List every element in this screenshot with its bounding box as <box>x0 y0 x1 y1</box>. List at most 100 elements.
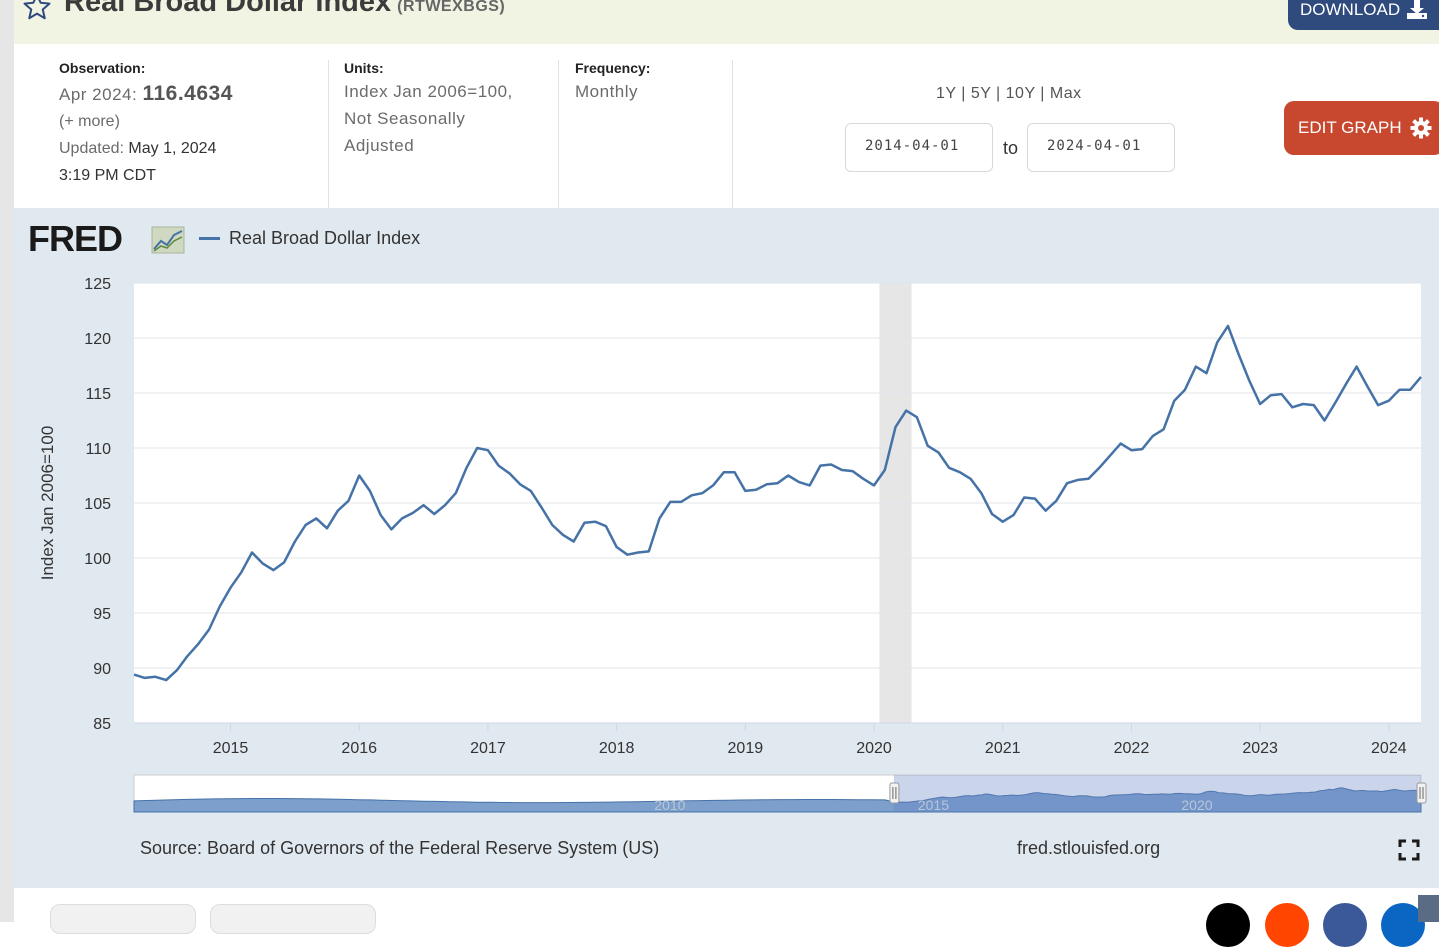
units-block: Units: Index Jan 2006=100, Not Seasonall… <box>344 60 513 159</box>
end-date-input[interactable]: 2024-04-01 <box>1027 123 1175 172</box>
legend-label: Real Broad Dollar Index <box>229 228 421 248</box>
source-text: Source: Board of Governors of the Federa… <box>140 838 660 858</box>
account-tools-button[interactable] <box>210 904 376 934</box>
star-icon[interactable] <box>22 0 52 22</box>
data-point <box>637 551 639 553</box>
scroll-top-button[interactable] <box>1418 895 1439 922</box>
data-point <box>1366 385 1368 387</box>
x-tick-label: 2024 <box>1371 740 1407 757</box>
data-point <box>723 471 725 473</box>
data-point <box>744 490 746 492</box>
data-point <box>508 472 510 474</box>
data-point <box>294 540 296 542</box>
data-point <box>369 490 371 492</box>
units-line-3: Adjusted <box>344 136 415 155</box>
y-tick-label: 100 <box>84 551 111 568</box>
x-share-icon[interactable] <box>1206 903 1250 947</box>
data-point <box>959 471 961 473</box>
data-point <box>798 481 800 483</box>
data-point <box>819 464 821 466</box>
data-point <box>605 525 607 527</box>
updated-time: 3:19 PM CDT <box>59 167 156 184</box>
reddit-share-icon[interactable] <box>1265 903 1309 947</box>
navigator-handle[interactable] <box>889 782 900 804</box>
download-icon <box>1407 0 1428 19</box>
data-point <box>1259 403 1261 405</box>
data-point <box>412 512 414 514</box>
data-point <box>1388 400 1390 402</box>
navigator-label: 2015 <box>918 797 949 813</box>
to-label: to <box>1003 138 1019 158</box>
data-point <box>691 494 693 496</box>
meta-divider <box>732 60 733 208</box>
data-point <box>1130 449 1132 451</box>
edit-graph-label: EDIT GRAPH <box>1298 118 1402 137</box>
data-point <box>916 416 918 418</box>
fred-logo-text: FRED <box>28 219 122 259</box>
navigator-handle[interactable] <box>1416 782 1427 804</box>
data-point <box>251 551 253 553</box>
data-point <box>1002 521 1004 523</box>
data-point <box>1248 380 1250 382</box>
fred-logo[interactable]: FRED <box>28 218 188 264</box>
range-10y-link[interactable]: 10Y <box>1005 85 1036 102</box>
legend-swatch <box>199 237 220 240</box>
data-point <box>133 673 135 675</box>
data-point <box>1087 478 1089 480</box>
data-point <box>573 540 575 542</box>
meta-divider <box>558 60 559 208</box>
fullscreen-icon[interactable] <box>1398 839 1420 861</box>
data-point <box>240 571 242 573</box>
data-point <box>497 464 499 466</box>
start-date-input[interactable]: 2014-04-01 <box>845 123 993 172</box>
series-title: Real Broad Dollar Index <box>64 0 392 18</box>
fred-url-link[interactable]: fred.stlouisfed.org <box>1017 838 1161 858</box>
range-1y-link[interactable]: 1Y <box>936 85 957 102</box>
updated-line: Updated: May 1, 2024 <box>59 135 233 162</box>
data-point <box>648 550 650 552</box>
y-tick-label: 90 <box>93 661 111 678</box>
data-point <box>315 517 317 519</box>
data-point <box>755 489 757 491</box>
navigator-selection <box>893 775 1421 812</box>
data-point <box>905 409 907 411</box>
data-point <box>433 513 435 515</box>
x-tick-label: 2018 <box>599 740 635 757</box>
page-title: Real Broad Dollar Index (RTWEXBGS) <box>64 0 505 19</box>
data-point <box>626 554 628 556</box>
frequency-block: Frequency: Monthly <box>575 60 650 105</box>
data-point <box>873 484 875 486</box>
range-links: 1Y | 5Y | 10Y | Max <box>936 85 1082 103</box>
page: Real Broad Dollar Index (RTWEXBGS) DOWNLO… <box>14 0 1439 947</box>
observation-label: Observation: <box>59 60 146 76</box>
data-point <box>884 469 886 471</box>
frequency-value: Monthly <box>575 82 639 101</box>
data-point <box>337 510 339 512</box>
data-point <box>969 478 971 480</box>
range-max-link[interactable]: Max <box>1049 85 1082 102</box>
chart-panel: FRED Real Broad Dollar Index 85 90 95 100 10… <box>14 208 1439 888</box>
download-button[interactable]: DOWNLOAD <box>1288 0 1439 30</box>
fred-logo-mark: FRED <box>28 218 185 259</box>
y-tick-label: 125 <box>84 276 111 293</box>
data-point <box>1345 383 1347 385</box>
line-chart[interactable]: 85 90 95 100 105 110 115 120 125 Index Jan 2006=1… <box>14 208 1439 888</box>
share-links-button[interactable] <box>50 904 196 934</box>
data-point <box>219 605 221 607</box>
frequency-label: Frequency: <box>575 60 651 76</box>
edit-graph-button[interactable]: EDIT GRAPH <box>1284 101 1439 155</box>
data-point <box>530 490 532 492</box>
data-point <box>444 504 446 506</box>
data-point <box>1216 341 1218 343</box>
observation-period: Apr 2024: <box>59 85 138 104</box>
units-label: Units: <box>344 60 384 76</box>
data-point <box>197 643 199 645</box>
facebook-share-icon[interactable] <box>1323 903 1367 947</box>
series-id: (RTWEXBGS) <box>397 0 506 15</box>
more-link[interactable]: (+ more) <box>59 113 120 130</box>
range-5y-link[interactable]: 5Y <box>970 85 992 102</box>
data-point <box>1066 482 1068 484</box>
data-point <box>615 546 617 548</box>
data-point <box>1034 497 1036 499</box>
updated-date: May 1, 2024 <box>128 140 217 157</box>
